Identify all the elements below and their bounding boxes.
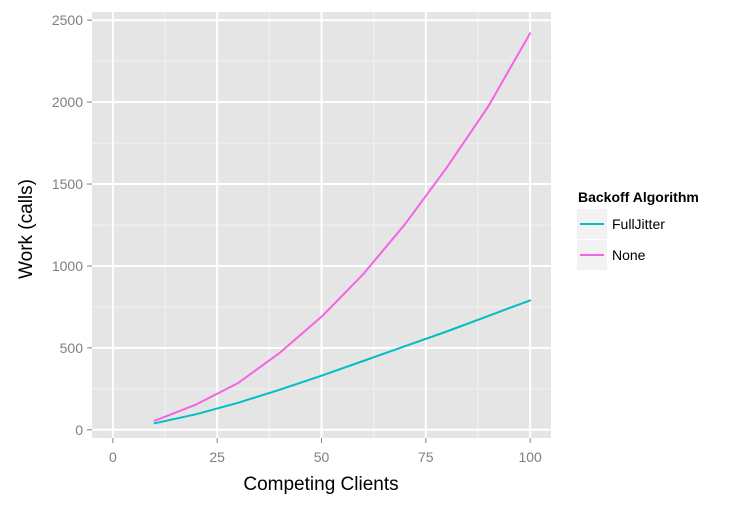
legend-items: FullJitter None	[577, 209, 665, 270]
x-tick-label: 0	[109, 449, 117, 465]
x-tick-label: 75	[418, 449, 434, 465]
x-tick-label: 100	[518, 449, 542, 465]
x-tick-label: 50	[314, 449, 330, 465]
legend: Backoff Algorithm FullJitter None	[577, 189, 699, 270]
x-axis-title: Competing Clients	[243, 474, 398, 495]
x-tick-label: 25	[209, 449, 225, 465]
x-axis: 0 25 50 75 100	[109, 438, 542, 465]
series-line-fulljitter	[153, 299, 532, 425]
series-lines	[153, 32, 532, 425]
y-tick-label: 2000	[52, 94, 83, 110]
legend-label: FullJitter	[612, 216, 665, 232]
legend-title: Backoff Algorithm	[578, 189, 699, 205]
y-tick-label: 2500	[52, 12, 83, 28]
y-tick-label: 1500	[52, 176, 83, 192]
y-axis: 0 500 1000 1500 2000 2500	[52, 12, 92, 438]
y-tick-label: 500	[60, 340, 84, 356]
legend-label: None	[612, 247, 646, 263]
y-tick-label: 0	[75, 422, 83, 438]
legend-item-fulljitter: FullJitter	[577, 209, 665, 239]
grid-major	[92, 12, 551, 438]
series-line-none	[153, 32, 532, 422]
legend-item-none: None	[577, 240, 646, 270]
y-axis-title: Work (calls)	[16, 179, 37, 279]
y-tick-label: 1000	[52, 258, 83, 274]
